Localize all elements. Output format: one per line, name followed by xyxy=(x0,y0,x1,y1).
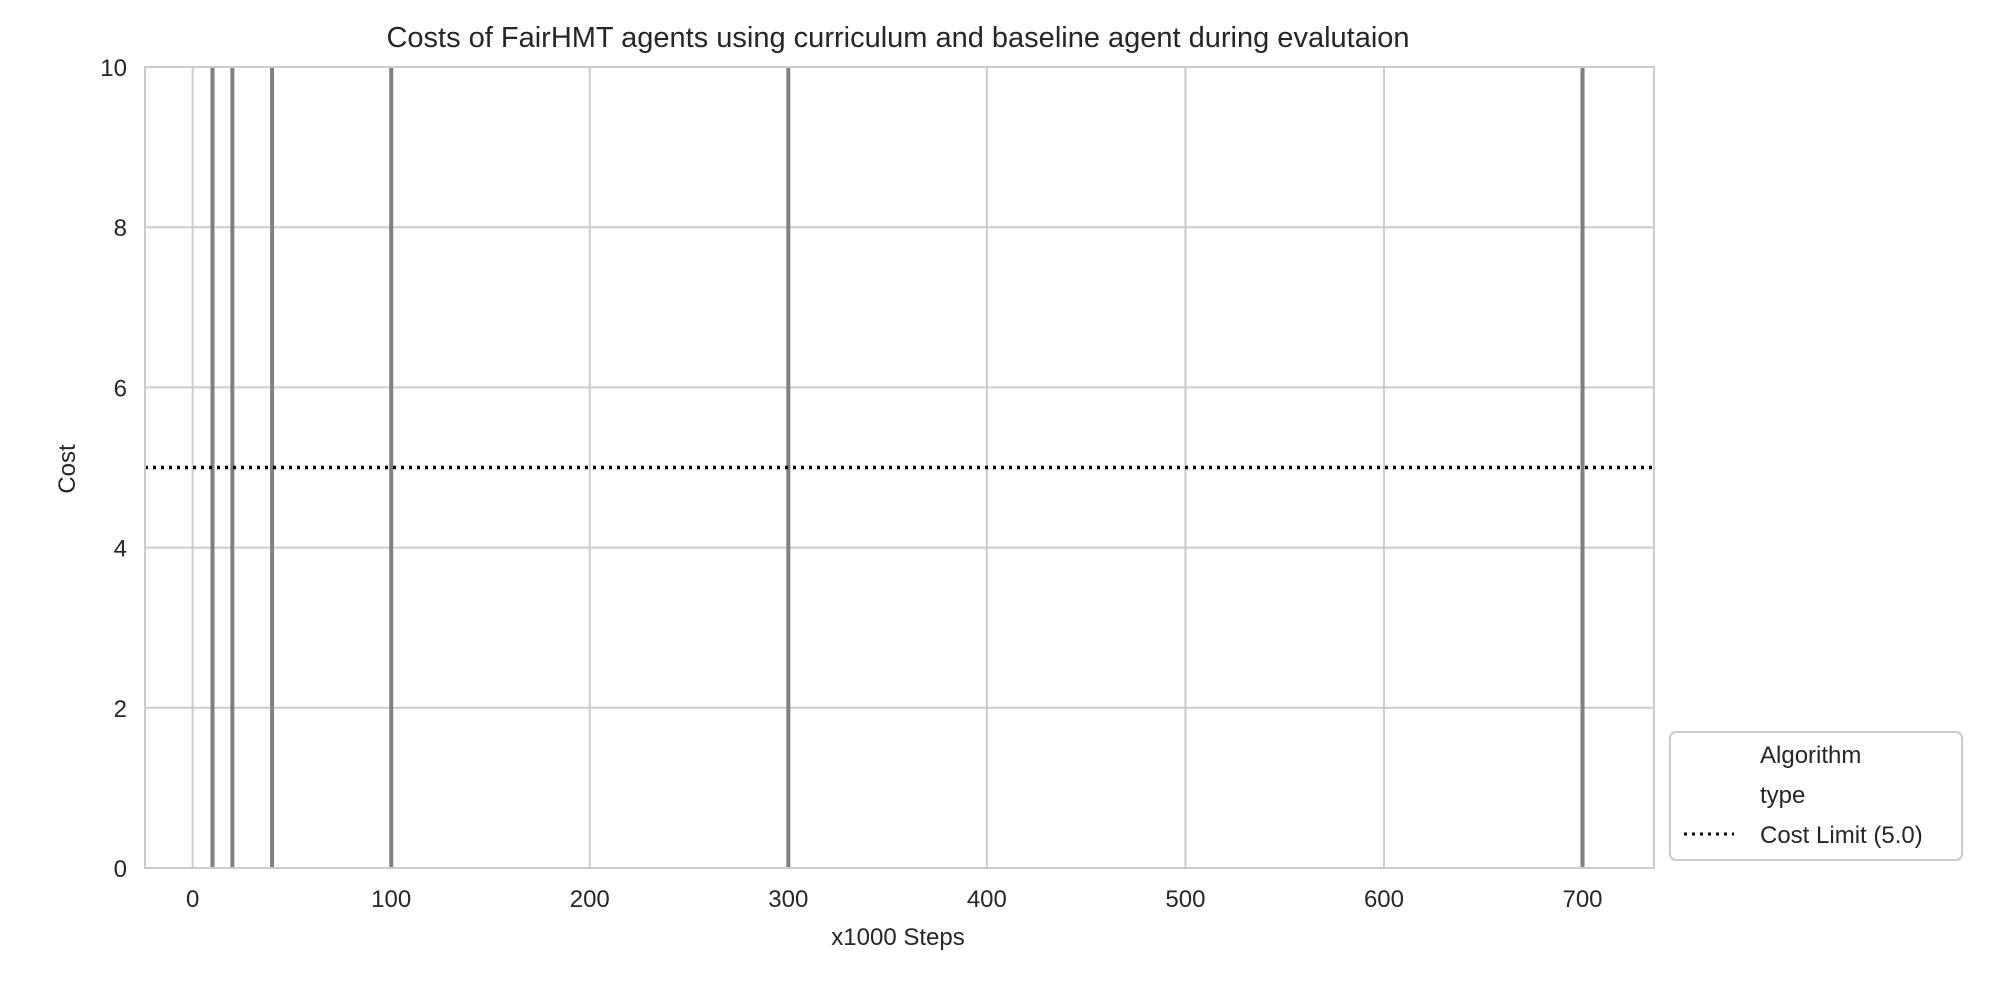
y-tick-label: 0 xyxy=(114,856,127,883)
x-axis-label: x1000 Steps xyxy=(831,924,964,951)
x-tick-label: 100 xyxy=(371,886,411,913)
y-tick-labels: 0 2 4 6 8 10 xyxy=(100,55,127,883)
x-tick-label: 500 xyxy=(1165,886,1205,913)
legend-box xyxy=(1669,731,1963,861)
legend-cost-limit-label: Cost Limit (5.0) xyxy=(1760,822,1923,849)
plot-frame xyxy=(144,66,1655,869)
x-tick-label: 400 xyxy=(967,886,1007,913)
chart-title: Costs of FairHMT agents using curriculum… xyxy=(386,22,1409,54)
vertical-marker-lines xyxy=(210,67,1585,868)
x-tick-label: 200 xyxy=(570,886,610,913)
x-tick-label: 0 xyxy=(186,886,199,913)
legend-title-line-2: type xyxy=(1760,782,1805,809)
x-tick-label: 600 xyxy=(1364,886,1404,913)
y-tick-label: 10 xyxy=(100,55,127,82)
y-tick-label: 2 xyxy=(114,696,127,723)
x-tick-labels: 0 100 200 300 400 500 600 700 xyxy=(186,886,1603,913)
legend: Algorithm type Cost Limit (5.0) xyxy=(1669,731,1963,861)
x-tick-label: 700 xyxy=(1562,886,1602,913)
y-tick-label: 6 xyxy=(114,375,127,402)
legend-title-line-1: Algorithm xyxy=(1760,742,1861,769)
y-tick-label: 4 xyxy=(114,536,127,563)
y-tick-label: 8 xyxy=(114,215,127,242)
y-axis-label: Cost xyxy=(54,444,81,494)
x-tick-label: 300 xyxy=(768,886,808,913)
